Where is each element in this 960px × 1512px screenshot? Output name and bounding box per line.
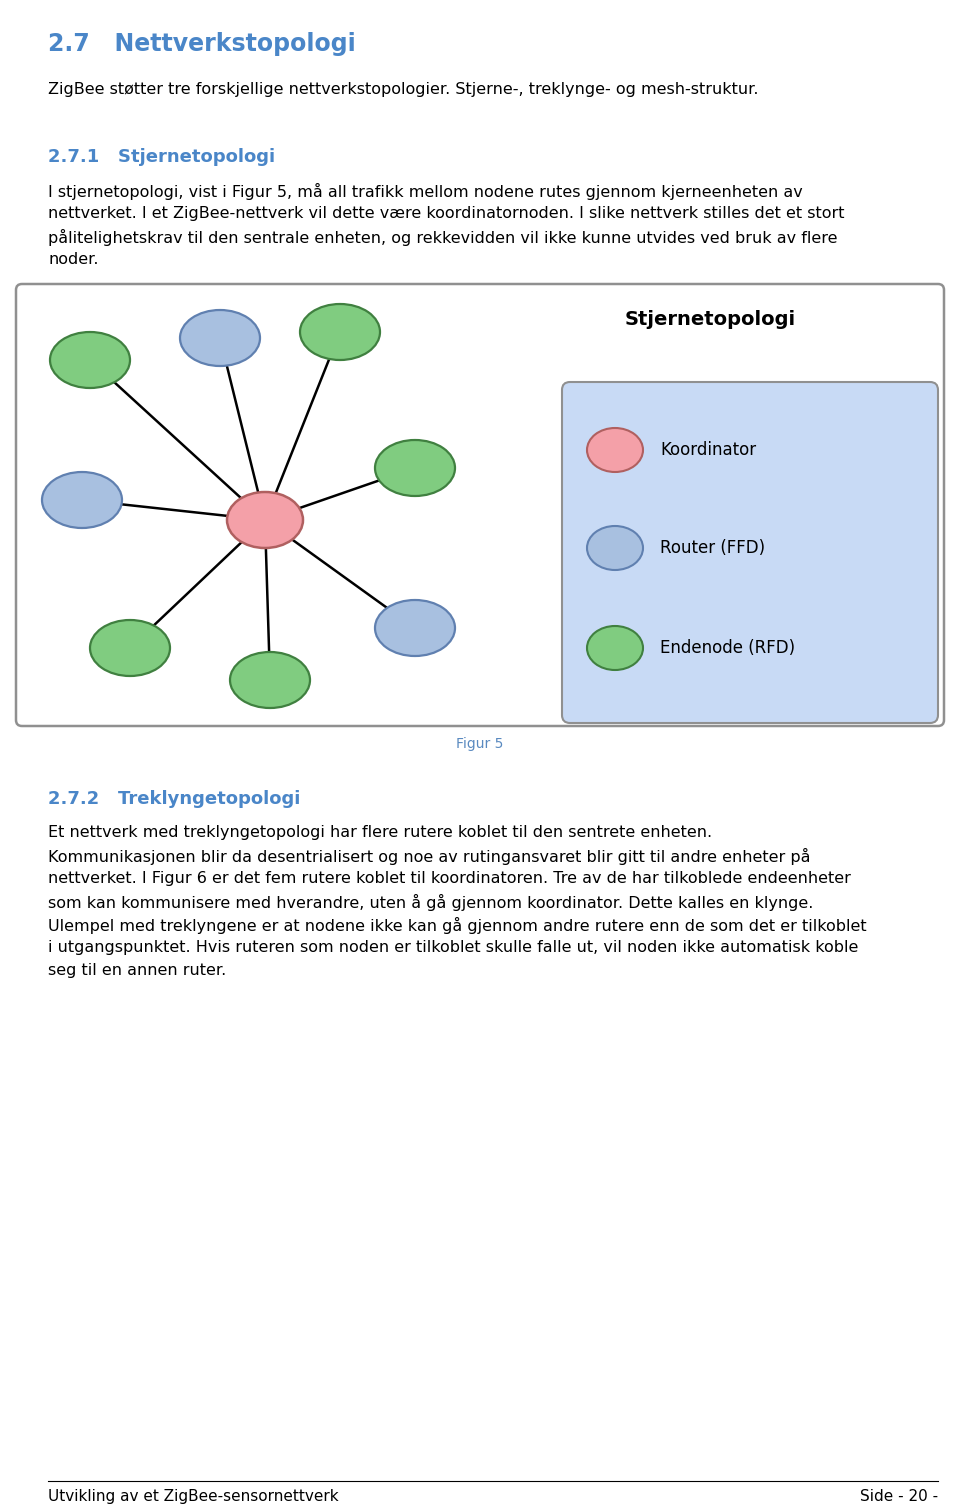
Text: Et nettverk med treklyngetopologi har flere rutere koblet til den sentrete enhet: Et nettverk med treklyngetopologi har fl… (48, 826, 712, 841)
Ellipse shape (587, 428, 643, 472)
Text: Side - 20 -: Side - 20 - (860, 1489, 938, 1504)
Text: Stjernetopologi: Stjernetopologi (624, 310, 796, 330)
Text: Ulempel med treklyngene er at nodene ikke kan gå gjennom andre rutere enn de som: Ulempel med treklyngene er at nodene ikk… (48, 916, 867, 934)
Text: ZigBee støtter tre forskjellige nettverkstopologier. Stjerne-, treklynge- og mes: ZigBee støtter tre forskjellige nettverk… (48, 82, 758, 97)
Text: seg til en annen ruter.: seg til en annen ruter. (48, 963, 227, 978)
Ellipse shape (90, 620, 170, 676)
Text: Router (FFD): Router (FFD) (660, 538, 765, 556)
Text: 2.7.1   Stjernetopologi: 2.7.1 Stjernetopologi (48, 148, 276, 166)
Text: nettverket. I et ZigBee-nettverk vil dette være koordinatornoden. I slike nettve: nettverket. I et ZigBee-nettverk vil det… (48, 206, 845, 221)
Text: Koordinator: Koordinator (660, 442, 756, 460)
Ellipse shape (42, 472, 122, 528)
Text: noder.: noder. (48, 253, 99, 268)
Text: 2.7.2   Treklyngetopologi: 2.7.2 Treklyngetopologi (48, 789, 300, 807)
Ellipse shape (300, 304, 380, 360)
Ellipse shape (50, 333, 130, 389)
Ellipse shape (227, 491, 303, 547)
Text: Utvikling av et ZigBee-sensornettverk: Utvikling av et ZigBee-sensornettverk (48, 1489, 339, 1504)
Text: som kan kommunisere med hverandre, uten å gå gjennom koordinator. Dette kalles e: som kan kommunisere med hverandre, uten … (48, 894, 813, 912)
Text: 2.7   Nettverkstopologi: 2.7 Nettverkstopologi (48, 32, 356, 56)
Ellipse shape (587, 626, 643, 670)
Text: nettverket. I Figur 6 er det fem rutere koblet til koordinatoren. Tre av de har : nettverket. I Figur 6 er det fem rutere … (48, 871, 851, 886)
Text: Endenode (RFD): Endenode (RFD) (660, 640, 795, 658)
Text: I stjernetopologi, vist i Figur 5, må all trafikk mellom nodene rutes gjennom kj: I stjernetopologi, vist i Figur 5, må al… (48, 183, 803, 200)
Text: i utgangspunktet. Hvis ruteren som noden er tilkoblet skulle falle ut, vil noden: i utgangspunktet. Hvis ruteren som noden… (48, 940, 858, 956)
Ellipse shape (587, 526, 643, 570)
Ellipse shape (375, 600, 455, 656)
Ellipse shape (180, 310, 260, 366)
FancyBboxPatch shape (16, 284, 944, 726)
Text: Figur 5: Figur 5 (456, 736, 504, 751)
Text: Kommunikasjonen blir da desentrialisert og noe av rutingansvaret blir gitt til a: Kommunikasjonen blir da desentrialisert … (48, 848, 810, 865)
Ellipse shape (375, 440, 455, 496)
Ellipse shape (230, 652, 310, 708)
Text: pålitelighetskrav til den sentrale enheten, og rekkevidden vil ikke kunne utvide: pålitelighetskrav til den sentrale enhet… (48, 228, 837, 246)
FancyBboxPatch shape (562, 383, 938, 723)
